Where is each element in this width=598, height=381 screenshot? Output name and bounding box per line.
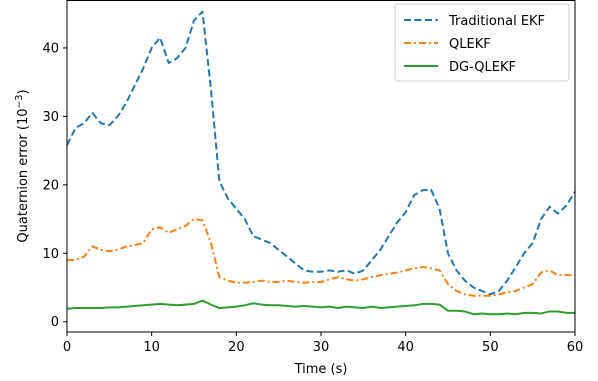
- x-tick-label: 30: [313, 340, 330, 355]
- x-tick-label: 40: [397, 340, 414, 355]
- series-layer: [66, 10, 576, 316]
- x-tick-label: 20: [228, 340, 245, 355]
- series-line-qlekf: [67, 218, 575, 297]
- legend-label-dg-qlekf: DG-QLEKF: [449, 60, 516, 75]
- y-tick-label: 30: [42, 110, 59, 125]
- legend-label-qlekf: QLEKF: [449, 37, 491, 52]
- y-tick-label: 20: [42, 178, 59, 193]
- x-tick-label: 10: [143, 340, 160, 355]
- y-axis-title: Quaternion error (10−3): [14, 89, 32, 242]
- y-tick-label: 10: [42, 247, 59, 262]
- y-tick-label: 40: [42, 41, 59, 56]
- y-tick-label: 0: [51, 315, 59, 330]
- x-axis-title: Time (s): [294, 362, 348, 377]
- legend-box: [394, 3, 570, 82]
- axes-layer: 0 10 20 30 40 50 60 0 10 20 30 40 Time (s) Quaternion…: [14, 0, 584, 377]
- series-line-traditional-ekf: [66, 10, 576, 296]
- x-tick-label: 50: [482, 340, 499, 355]
- legend-label-traditional-ekf: Traditional EKF: [448, 14, 545, 29]
- legend: Traditional EKF QLEKF DG-QLEKF: [394, 3, 570, 82]
- x-tick-label: 60: [567, 340, 584, 355]
- x-tick-label: 0: [63, 340, 71, 355]
- series-line-dg-qlekf: [66, 299, 575, 316]
